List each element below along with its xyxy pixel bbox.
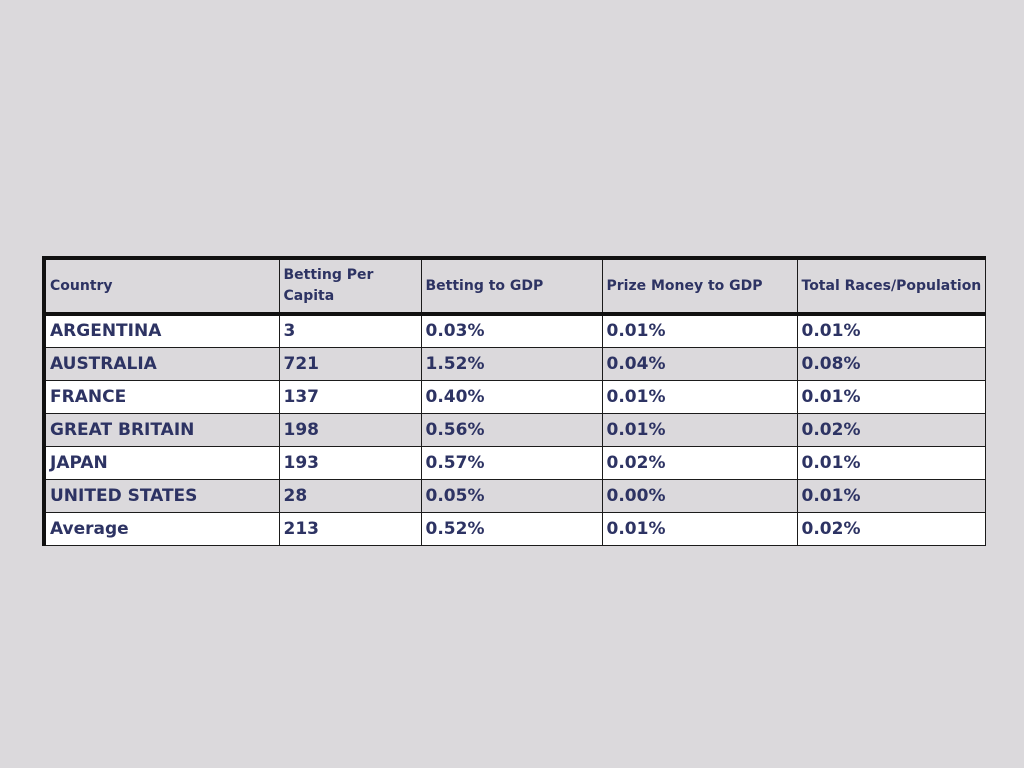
value-cell: 198 (278, 412, 422, 447)
column-header: Total Races/Population (796, 256, 986, 316)
country-cell: GREAT BRITAIN (42, 412, 280, 447)
value-cell: 0.02% (601, 445, 798, 480)
value-cell: 0.05% (420, 478, 603, 513)
country-cell: JAPAN (42, 445, 280, 480)
country-cell: UNITED STATES (42, 478, 280, 513)
table-row: ARGENTINA 3 0.03% 0.01% 0.01% (42, 313, 986, 348)
table-row: Average 213 0.52% 0.01% 0.02% (42, 511, 986, 546)
header-row: Country Betting Per Capita Betting to GDP P… (42, 256, 986, 316)
table-row: GREAT BRITAIN 198 0.56% 0.01% 0.02% (42, 412, 986, 447)
value-cell: 0.04% (601, 346, 798, 381)
table-header: Country Betting Per Capita Betting to GDP P… (42, 256, 986, 316)
value-cell: 0.56% (420, 412, 603, 447)
value-cell: 0.01% (796, 478, 986, 513)
value-cell: 0.03% (420, 313, 603, 348)
value-cell: 137 (278, 379, 422, 414)
value-cell: 0.01% (601, 412, 798, 447)
column-header: Country (42, 256, 280, 316)
table-row: FRANCE 137 0.40% 0.01% 0.01% (42, 379, 986, 414)
column-header: Betting to GDP (420, 256, 603, 316)
value-cell: 0.01% (601, 313, 798, 348)
column-header: Betting Per Capita (278, 256, 422, 316)
table-row: JAPAN 193 0.57% 0.02% 0.01% (42, 445, 986, 480)
value-cell: 3 (278, 313, 422, 348)
value-cell: 0.02% (796, 511, 986, 546)
value-cell: 0.01% (796, 445, 986, 480)
value-cell: 1.52% (420, 346, 603, 381)
value-cell: 0.01% (601, 511, 798, 546)
value-cell: 0.02% (796, 412, 986, 447)
table-body: ARGENTINA 3 0.03% 0.01% 0.01% AUSTRALIA 721 1.5… (42, 313, 986, 546)
value-cell: 0.57% (420, 445, 603, 480)
value-cell: 0.52% (420, 511, 603, 546)
country-cell: Average (42, 511, 280, 546)
table-row: AUSTRALIA 721 1.52% 0.04% 0.08% (42, 346, 986, 381)
value-cell: 721 (278, 346, 422, 381)
value-cell: 0.08% (796, 346, 986, 381)
column-header: Prize Money to GDP (601, 256, 798, 316)
table-row: UNITED STATES 28 0.05% 0.00% 0.01% (42, 478, 986, 513)
country-cell: FRANCE (42, 379, 280, 414)
value-cell: 28 (278, 478, 422, 513)
value-cell: 0.01% (796, 313, 986, 348)
country-cell: ARGENTINA (42, 313, 280, 348)
value-cell: 193 (278, 445, 422, 480)
value-cell: 0.01% (601, 379, 798, 414)
value-cell: 213 (278, 511, 422, 546)
country-cell: AUSTRALIA (42, 346, 280, 381)
data-table: Country Betting Per Capita Betting to GDP P… (42, 256, 986, 546)
value-cell: 0.40% (420, 379, 603, 414)
value-cell: 0.01% (796, 379, 986, 414)
value-cell: 0.00% (601, 478, 798, 513)
